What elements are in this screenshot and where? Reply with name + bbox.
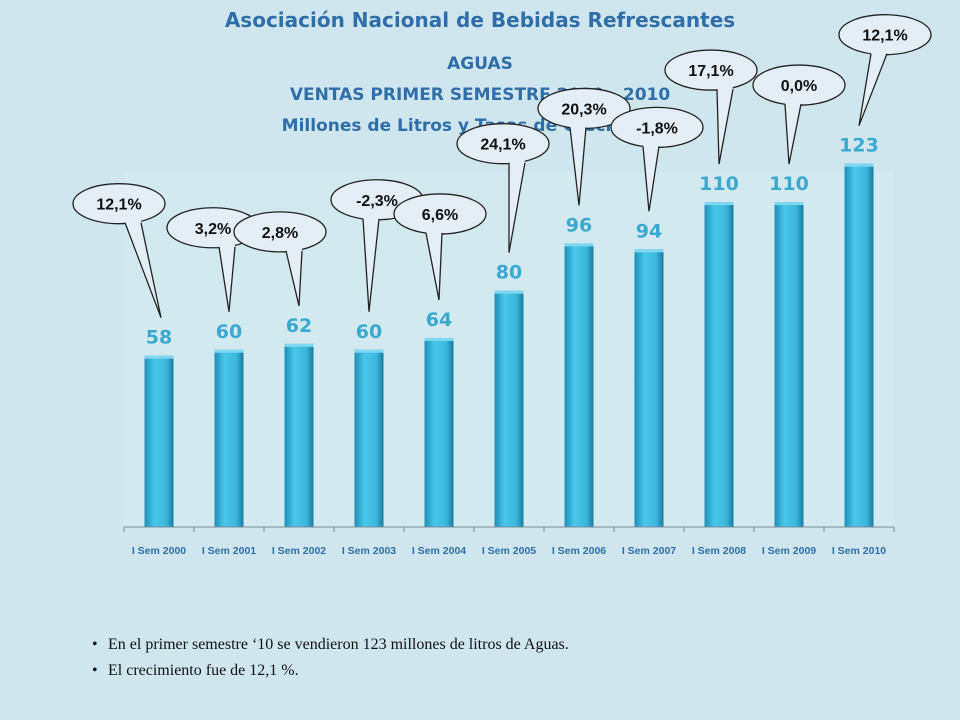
growth-label: -2,3% xyxy=(356,193,398,210)
bar-top xyxy=(284,343,314,347)
chart-title: AGUAS xyxy=(447,54,513,74)
callout-pointer xyxy=(642,146,660,212)
callout-pointer xyxy=(218,246,236,312)
category-label: I Sem 2006 xyxy=(552,545,606,557)
growth-callout: 2,8% xyxy=(233,211,327,307)
growth-label: 12,1% xyxy=(862,28,907,45)
note-item: El crecimiento fue de 12,1 %. xyxy=(92,662,569,680)
value-label: 58 xyxy=(146,327,172,349)
bar-top xyxy=(214,349,244,353)
category-label: I Sem 2005 xyxy=(482,545,536,557)
growth-callout: 24,1% xyxy=(456,123,550,253)
bar-top xyxy=(494,290,524,294)
callout-pointer-fill xyxy=(219,244,235,312)
bar xyxy=(844,163,874,527)
callout-pointer-fill xyxy=(643,144,659,212)
callout-pointer xyxy=(425,232,443,301)
category-label: I Sem 2008 xyxy=(692,545,746,557)
value-label: 80 xyxy=(496,262,522,284)
note-item: En el primer semestre ‘10 se vendieron 1… xyxy=(92,636,569,654)
growth-callout: 12,1% xyxy=(72,183,166,318)
value-label: 110 xyxy=(769,173,809,195)
value-label: 110 xyxy=(699,173,739,195)
growth-label: 2,8% xyxy=(262,225,298,242)
notes-list: En el primer semestre ‘10 se vendieron 1… xyxy=(92,636,569,688)
callout-pointer xyxy=(508,162,526,253)
category-label: I Sem 2003 xyxy=(342,545,396,557)
callout-pointer xyxy=(362,218,380,312)
value-label: 60 xyxy=(216,321,242,343)
bar-top xyxy=(354,349,384,353)
callout-pointer xyxy=(784,103,802,165)
bar xyxy=(354,349,384,527)
callout-pointer-fill xyxy=(570,125,586,206)
callout-pointer xyxy=(285,250,303,307)
bar-top xyxy=(634,249,664,253)
growth-label: 6,6% xyxy=(422,207,458,224)
category-label: I Sem 2007 xyxy=(622,545,676,557)
callout-pointer-fill xyxy=(717,87,733,165)
value-label: 123 xyxy=(839,135,879,157)
growth-callout: -1,8% xyxy=(610,106,704,212)
callout-pointer-fill xyxy=(426,230,442,300)
category-label: I Sem 2010 xyxy=(832,545,886,557)
bar xyxy=(214,349,244,527)
bar xyxy=(704,202,734,528)
category-label: I Sem 2009 xyxy=(762,545,816,557)
bar xyxy=(424,337,454,527)
growth-label: 12,1% xyxy=(96,197,141,214)
bar xyxy=(284,343,314,527)
growth-callout: 12,1% xyxy=(838,14,932,126)
growth-label: 0,0% xyxy=(781,78,817,95)
callout-pointer xyxy=(569,127,587,206)
value-label: 94 xyxy=(636,220,662,242)
category-label: I Sem 2004 xyxy=(412,545,466,557)
value-label: 96 xyxy=(566,214,592,236)
bar xyxy=(774,202,804,528)
callout-bubble xyxy=(233,211,327,253)
category-label: I Sem 2001 xyxy=(202,545,256,557)
bar-top xyxy=(144,355,174,359)
growth-label: 3,2% xyxy=(195,221,231,238)
category-label: I Sem 2002 xyxy=(272,545,326,557)
callout-pointer xyxy=(716,88,734,165)
bar xyxy=(144,355,174,527)
value-label: 64 xyxy=(426,309,452,331)
growth-label: 20,3% xyxy=(561,101,606,118)
growth-label: -1,8% xyxy=(636,120,678,137)
bar-top xyxy=(844,163,874,167)
bar-top xyxy=(424,337,454,341)
callout-pointer-fill xyxy=(785,102,801,165)
growth-callout: 17,1% xyxy=(664,49,758,165)
bar-top xyxy=(564,243,594,247)
callout-bubble xyxy=(72,183,166,225)
bar xyxy=(634,249,664,528)
growth-label: 17,1% xyxy=(688,63,733,80)
callout-pointer-fill xyxy=(363,216,379,312)
category-label: I Sem 2000 xyxy=(132,545,186,557)
callout-pointer-fill xyxy=(286,248,302,306)
growth-callout: 6,6% xyxy=(393,193,487,301)
value-label: 62 xyxy=(286,315,312,337)
value-label: 60 xyxy=(356,321,382,343)
growth-callout: 20,3% xyxy=(537,87,631,206)
bar-top xyxy=(704,202,734,206)
growth-callout: 0,0% xyxy=(752,64,846,165)
bar xyxy=(564,243,594,527)
callout-bubble xyxy=(456,123,550,165)
growth-label: 24,1% xyxy=(480,137,525,154)
callout-bubble xyxy=(664,49,758,91)
callout-pointer xyxy=(858,53,888,126)
bar xyxy=(494,290,524,527)
organization-title: Asociación Nacional de Bebidas Refrescan… xyxy=(224,8,736,32)
callout-pointer xyxy=(124,222,162,318)
bar-top xyxy=(774,202,804,206)
